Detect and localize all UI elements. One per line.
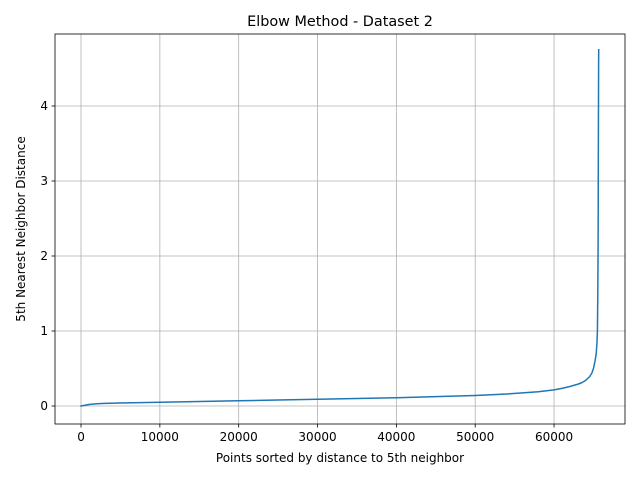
x-tick-label: 50000 xyxy=(456,430,494,444)
x-tick-label: 30000 xyxy=(298,430,336,444)
x-tick-label: 0 xyxy=(77,430,85,444)
y-tick-label: 4 xyxy=(40,99,48,113)
y-tick-label: 1 xyxy=(40,324,48,338)
grid-layer xyxy=(55,34,625,424)
series-line xyxy=(80,48,600,407)
x-tick-label: 60000 xyxy=(535,430,573,444)
chart-title: Elbow Method - Dataset 2 xyxy=(247,14,433,30)
y-tick-label: 3 xyxy=(40,174,48,188)
y-tick-label: 0 xyxy=(40,399,48,413)
plot-frame xyxy=(54,33,626,425)
series-layer xyxy=(80,48,600,407)
y-tick-label: 2 xyxy=(40,249,48,263)
y-axis-label: 5th Nearest Neighbor Distance xyxy=(14,136,28,321)
x-tick-label: 40000 xyxy=(377,430,415,444)
x-tick-label: 20000 xyxy=(220,430,258,444)
tick-layer: 0 10000 20000 30000 40000 50000 60000 0 1 2 3 4 xyxy=(40,99,573,444)
x-axis-label: Points sorted by distance to 5th neighbo… xyxy=(216,451,464,465)
x-tick-label: 10000 xyxy=(141,430,179,444)
